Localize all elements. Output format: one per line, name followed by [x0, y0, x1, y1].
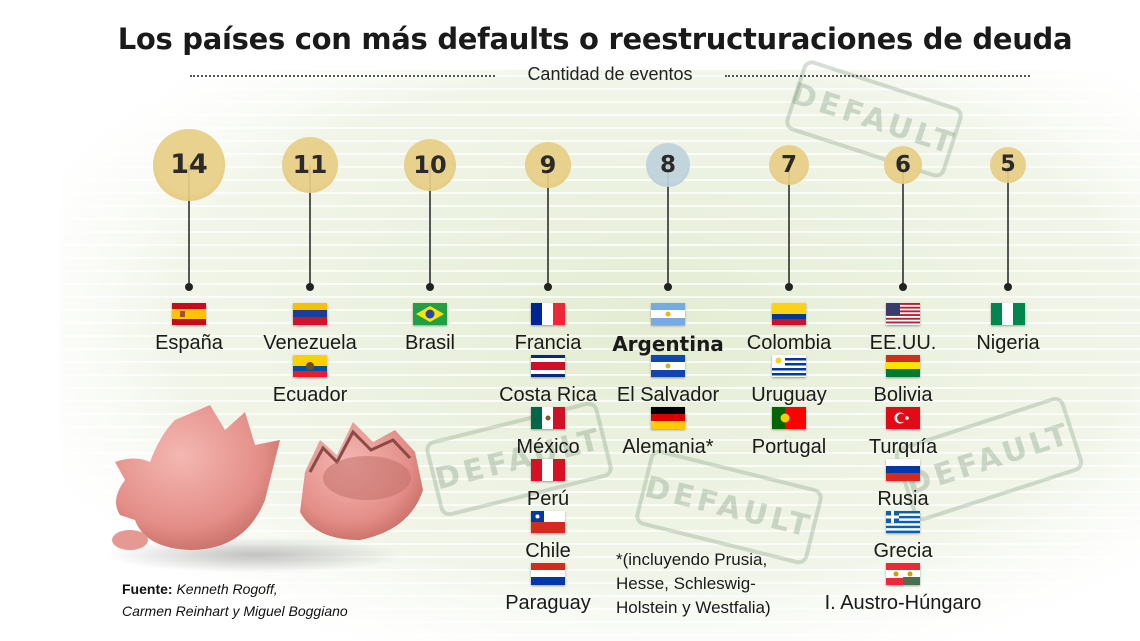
- country-flag: [531, 407, 565, 429]
- country-flag: [531, 459, 565, 481]
- subtitle-divider-right: [725, 75, 1030, 77]
- bubble-value-label: 6: [894, 151, 911, 178]
- bubble-value-label: 11: [292, 150, 328, 180]
- country-flag: [886, 355, 920, 377]
- country-label: El Salvador: [616, 384, 720, 406]
- connector-dot: [899, 283, 907, 291]
- country-label: I. Austro-Húngaro: [824, 592, 982, 614]
- bubble-value-label: 9: [539, 150, 557, 179]
- bubble-value-label: 14: [170, 149, 208, 181]
- source-line: Kenneth Rogoff,: [176, 581, 278, 597]
- bubble-value-label: 7: [780, 151, 797, 178]
- subtitle-row: Cantidad de eventos: [190, 64, 1030, 90]
- country-label: Grecia: [873, 540, 933, 562]
- connector-dot: [1004, 283, 1012, 291]
- value-bubble: 6: [883, 145, 923, 185]
- value-bubble: 10: [403, 138, 457, 192]
- connector-dot: [306, 283, 314, 291]
- connector-dot: [664, 283, 672, 291]
- country-flag: [886, 511, 920, 533]
- country-label: Portugal: [751, 436, 827, 458]
- country-flag: [413, 303, 447, 325]
- country-label: Argentina: [612, 332, 724, 356]
- chart-title: Los países con más defaults o reestructu…: [117, 22, 1073, 56]
- country-flag: [991, 303, 1025, 325]
- country-flag: [651, 355, 685, 377]
- bubble-value-label: 5: [1000, 152, 1016, 178]
- country-label: Costa Rica: [499, 384, 597, 406]
- country-flag: [172, 303, 206, 325]
- value-bubble: 8: [645, 142, 691, 188]
- subtitle-divider-left: [190, 75, 495, 77]
- country-label: Bolivia: [873, 384, 933, 406]
- country-label: Perú: [526, 488, 570, 510]
- source-label: Fuente:: [122, 581, 173, 597]
- country-flag: [531, 511, 565, 533]
- country-label: EE.UU.: [869, 332, 937, 354]
- country-label: Rusia: [877, 488, 929, 510]
- country-label: Ecuador: [272, 384, 348, 406]
- country-label: Paraguay: [505, 592, 591, 614]
- country-label: Chile: [525, 540, 571, 562]
- country-flag: [772, 303, 806, 325]
- country-label: Francia: [514, 332, 582, 354]
- value-bubble: 9: [524, 141, 572, 189]
- country-flag: [531, 563, 565, 585]
- broken-piggy-bank-image: [105, 405, 423, 573]
- country-label: Venezuela: [263, 332, 357, 354]
- country-flag: [651, 303, 685, 325]
- bubble-value-label: 8: [659, 151, 676, 178]
- country-label: México: [516, 436, 580, 458]
- country-label: España: [155, 332, 223, 354]
- value-bubble: 14: [153, 129, 225, 201]
- country-flag: [772, 355, 806, 377]
- country-flag: [886, 303, 920, 325]
- country-label: Alemania*: [622, 436, 714, 458]
- footnote: *(incluyendo Prusia, Hesse, Schleswig- H…: [616, 548, 771, 620]
- country-label: Nigeria: [976, 332, 1040, 354]
- country-flag: [886, 407, 920, 429]
- country-flag: [651, 407, 685, 429]
- footnote-line: Holstein y Westfalia): [616, 598, 771, 617]
- country-label: Uruguay: [751, 384, 827, 406]
- country-flag: [531, 303, 565, 325]
- country-label: Turquía: [868, 436, 938, 458]
- country-flag: [531, 355, 565, 377]
- value-bubble: 11: [281, 136, 339, 194]
- connector-dot: [544, 283, 552, 291]
- footnote-line: Hesse, Schleswig-: [616, 574, 756, 593]
- value-bubble: 7: [768, 144, 810, 186]
- value-bubble: 5: [990, 147, 1026, 183]
- country-flag: [293, 355, 327, 377]
- source-line: Carmen Reinhart y Miguel Boggiano: [122, 603, 348, 619]
- footnote-line: *(incluyendo Prusia,: [616, 550, 768, 569]
- country-flag: [293, 303, 327, 325]
- country-flag: [772, 407, 806, 429]
- chart-subtitle: Cantidad de eventos: [527, 64, 693, 84]
- bubble-value-label: 10: [413, 150, 447, 179]
- country-label: Colombia: [746, 332, 832, 354]
- country-flag: [886, 563, 920, 585]
- connector-dot: [185, 283, 193, 291]
- country-label: Brasil: [404, 332, 456, 354]
- country-flag: [886, 459, 920, 481]
- connector-dot: [426, 283, 434, 291]
- connector-dot: [785, 283, 793, 291]
- source-credit: Fuente: Kenneth Rogoff, Carmen Reinhart …: [122, 578, 348, 622]
